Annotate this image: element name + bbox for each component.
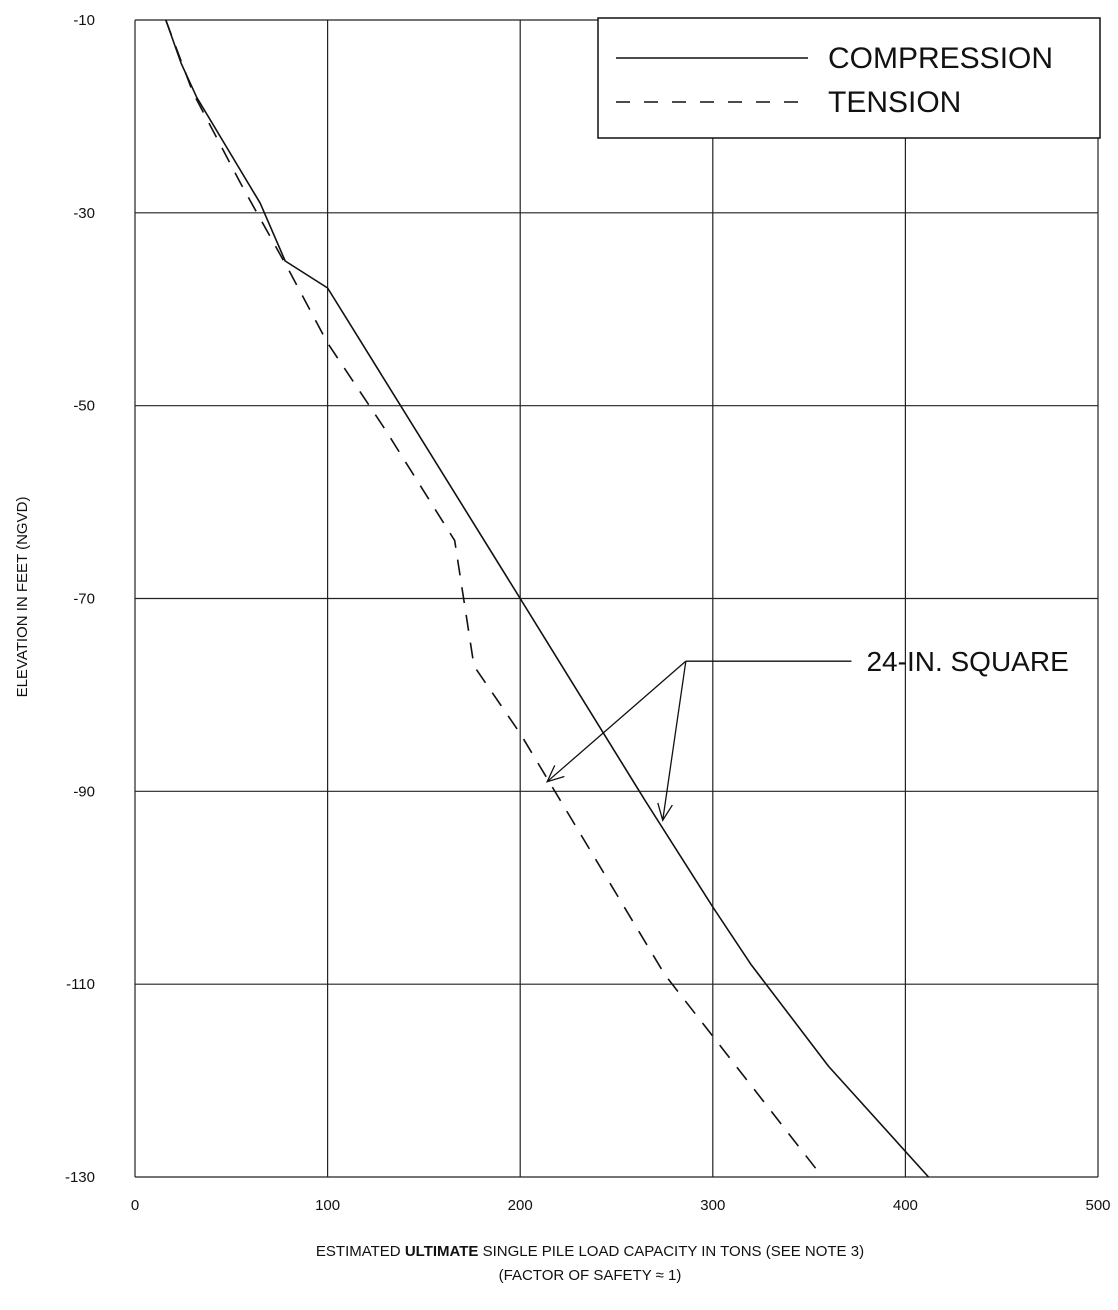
y-tick-label-70: -70 <box>73 591 95 608</box>
y-tick-label-50: -50 <box>73 398 95 415</box>
grid-lines <box>134 19 1099 1178</box>
y-tick-label-130: -130 <box>65 1169 95 1186</box>
annotation-arrow-head-0 <box>545 765 565 783</box>
x-tick-label-400: 400 <box>893 1197 918 1214</box>
x-axis-title: ESTIMATED ULTIMATE SINGLE PILE LOAD CAPA… <box>316 1243 864 1260</box>
legend: COMPRESSION TENSION <box>597 17 1101 139</box>
series-lines <box>165 19 930 1178</box>
annotation-arrow-head-1 <box>657 802 673 822</box>
annotation-arrow-shaft-1 <box>662 661 687 821</box>
y-tick-label-90: -90 <box>73 783 95 800</box>
y-tick-label-30: -30 <box>73 205 95 222</box>
x-tick-label-500: 500 <box>1085 1197 1110 1214</box>
x-axis-title-post: SINGLE PILE LOAD CAPACITY IN TONS (SEE N… <box>478 1243 864 1260</box>
x-tick-label-300: 300 <box>700 1197 725 1214</box>
legend-box <box>597 17 1101 139</box>
annotations: 24-IN. SQUARE <box>545 646 1069 822</box>
legend-label-tension: TENSION <box>828 86 961 119</box>
y-tick-label-10: -10 <box>73 12 95 29</box>
series-line-tension <box>165 19 820 1173</box>
x-tick-labels: 0 100 200 300 400 500 <box>131 1197 1111 1214</box>
x-axis-title-bold: ULTIMATE <box>405 1243 479 1260</box>
x-tick-label-100: 100 <box>315 1197 340 1214</box>
legend-label-compression: COMPRESSION <box>828 42 1053 75</box>
x-axis-title-pre: ESTIMATED <box>316 1243 405 1260</box>
x-tick-label-0: 0 <box>131 1197 139 1214</box>
annotation-label: 24-IN. SQUARE <box>866 646 1068 677</box>
x-axis-subtitle: (FACTOR OF SAFETY ≈ 1) <box>499 1267 682 1284</box>
series-line-compression <box>165 19 930 1178</box>
annotation-arrow-shaft-0 <box>546 660 687 783</box>
y-axis-title: ELEVATION IN FEET (NGVD) <box>14 497 31 698</box>
y-tick-labels: -10 -30 -50 -70 -90 -110 -130 <box>65 12 95 1186</box>
x-tick-label-200: 200 <box>508 1197 533 1214</box>
y-tick-label-110: -110 <box>66 976 95 993</box>
